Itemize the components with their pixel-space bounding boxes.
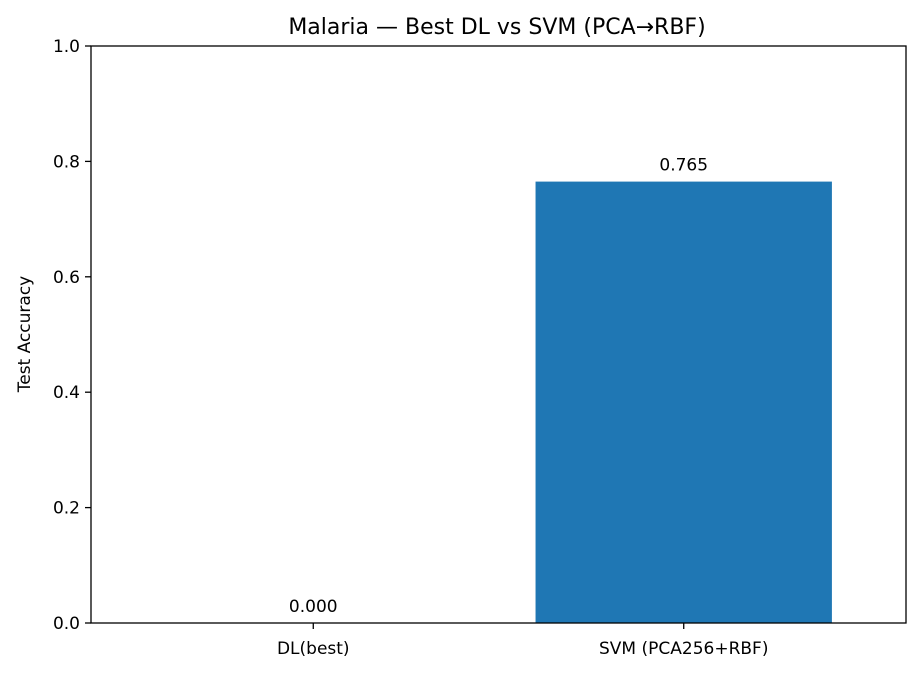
y-tick-label: 0.4 [53,383,80,403]
bar-value-label: 0.765 [659,156,708,176]
chart-title: Malaria — Best DL vs SVM (PCA→RBF) [288,15,705,40]
y-tick-label: 0.0 [53,614,80,634]
x-tick-label: SVM (PCA256+RBF) [599,639,768,659]
axis-ticks: DL(best) SVM (PCA256+RBF) 0.0 0.2 0.4 0.6 0.8 1… [53,37,769,659]
bars: 0.000 0.765 [289,156,832,623]
y-tick-label: 0.6 [53,268,80,288]
y-axis-label: Test Accuracy [15,276,35,394]
x-tick-label: DL(best) [277,639,350,659]
y-tick-label: 0.2 [53,499,80,519]
bar [535,181,832,623]
y-tick-label: 0.8 [53,152,80,172]
plot-frame [90,45,907,624]
bar-value-label: 0.000 [289,597,338,617]
y-tick-label: 1.0 [53,37,80,57]
